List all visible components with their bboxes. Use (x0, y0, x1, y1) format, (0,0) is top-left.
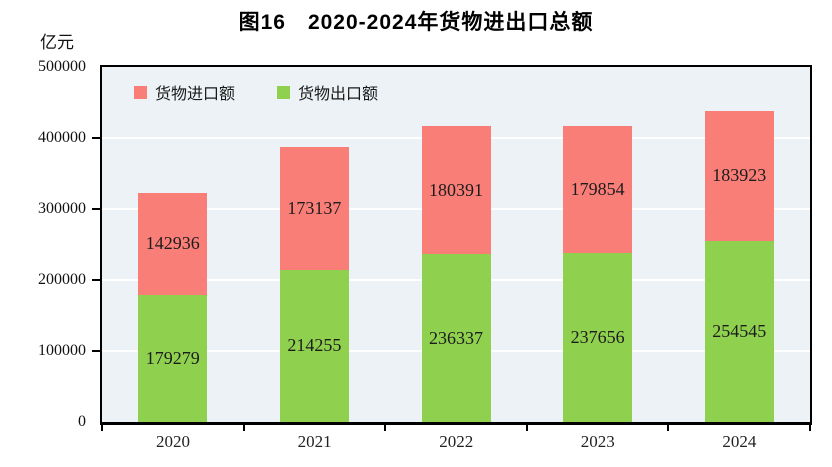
x-tick-mark-0 (101, 424, 103, 431)
y-tick-mark-100000 (92, 350, 100, 352)
legend-label-exports: 货物出口额 (298, 86, 379, 103)
plot-area: 货物进口额 货物出口额 142936 179279 173137 214255 1803… (100, 65, 812, 425)
legend-item-exports: 货物出口额 (277, 80, 378, 104)
x-tick-mark-4 (667, 424, 670, 431)
stacked-bar-2021: 173137 214255 (279, 146, 349, 422)
x-tick-label-2022: 2022 (439, 432, 474, 451)
stacked-bar-2020: 142936 179279 (138, 193, 208, 422)
bar-segment-imports-2023: 179854 (563, 125, 633, 254)
x-tick-label-2023: 2023 (580, 432, 615, 451)
chart-title: 图16 2020-2024年货物进出口总额 (238, 11, 594, 34)
y-tick-label-300000: 300000 (38, 200, 86, 217)
imports-swatch-icon (134, 85, 147, 99)
y-tick-label-200000: 200000 (38, 271, 86, 288)
legend-item-imports: 货物进口额 (134, 80, 235, 104)
bar-segment-imports-2020: 142936 (138, 193, 208, 295)
y-tick-mark-400000 (92, 137, 100, 139)
bar-segment-imports-2022: 180391 (421, 126, 491, 255)
y-axis-unit-label: 亿元 (40, 33, 74, 52)
legend: 货物进口额 货物出口额 (134, 80, 378, 104)
x-tick-label-2020: 2020 (156, 432, 190, 451)
stacked-bar-2022: 180391 236337 (421, 126, 491, 422)
stacked-bar-2023: 179854 237656 (563, 125, 633, 422)
stacked-bar-2024: 183923 254545 (704, 110, 774, 422)
bar-segment-exports-2020: 179279 (138, 294, 208, 422)
x-tick-mark-5 (809, 424, 811, 431)
exports-swatch-icon (277, 85, 291, 99)
y-tick-label-400000: 400000 (38, 129, 86, 146)
x-tick-mark-1 (242, 424, 245, 431)
x-tick-mark-2 (384, 424, 387, 431)
x-tick-mark-3 (525, 424, 528, 431)
bar-segment-exports-2024: 254545 (704, 241, 774, 422)
bar-segment-exports-2021: 214255 (279, 269, 349, 422)
legend-label-imports: 货物进口额 (155, 86, 236, 103)
bar-segment-imports-2024: 183923 (704, 110, 774, 242)
bar-segment-exports-2022: 236337 (421, 254, 491, 422)
x-tick-label-2024: 2024 (722, 432, 757, 451)
bar-segment-imports-2021: 173137 (279, 146, 349, 270)
y-tick-mark-300000 (92, 208, 100, 210)
y-tick-label-100000: 100000 (38, 342, 86, 359)
x-tick-label-2021: 2021 (297, 432, 332, 451)
y-tick-label-500000: 500000 (38, 58, 86, 75)
y-tick-label-0: 0 (78, 413, 86, 430)
bar-segment-exports-2023: 237656 (563, 253, 633, 422)
y-tick-mark-200000 (92, 279, 100, 281)
